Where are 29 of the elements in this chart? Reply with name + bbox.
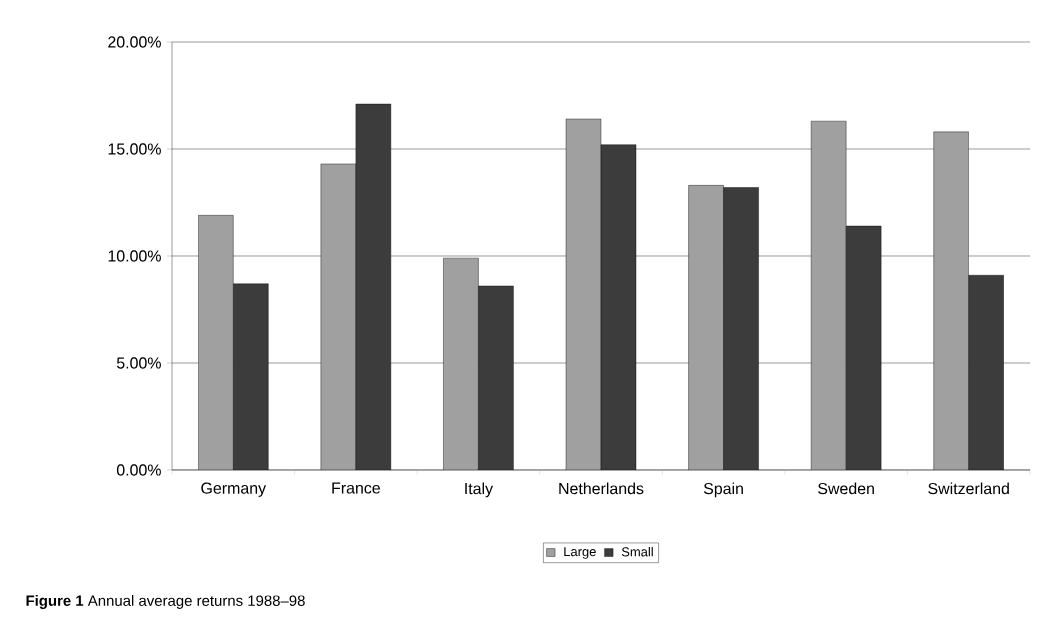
y-tick-label: 20.00%: [108, 36, 161, 48]
x-tick-label: Switzerland: [928, 482, 1009, 495]
legend-label: Small: [621, 546, 653, 557]
bar: [233, 283, 269, 470]
bar: [723, 187, 759, 470]
legend-label: Large: [564, 547, 596, 559]
x-tick-label: Germany: [201, 482, 267, 497]
y-tick-label: 10.00%: [108, 250, 161, 262]
bar: [355, 103, 392, 470]
bar: [600, 144, 637, 470]
bar: [933, 131, 969, 470]
y-tick-label: 5.00%: [116, 357, 161, 369]
bar: [968, 275, 1004, 470]
bar: [688, 185, 724, 470]
bar: [478, 285, 514, 470]
bar: [443, 257, 479, 470]
y-tick-label: 0.00%: [116, 464, 161, 476]
bar: [810, 120, 847, 470]
x-tick-label: Italy: [465, 482, 494, 498]
y-tick-label: 15.00%: [108, 143, 161, 155]
x-tick-label: Spain: [703, 482, 743, 498]
x-tick-label: Sweden: [818, 482, 874, 495]
x-tick-label: France: [332, 482, 380, 494]
text: Figure 1 Annual average returns 1988–98: [26, 594, 305, 609]
bar: [845, 225, 882, 470]
x-tick-label: Netherlands: [559, 482, 644, 495]
bar: [320, 163, 357, 470]
bar: [198, 215, 234, 470]
bar: [565, 118, 602, 470]
